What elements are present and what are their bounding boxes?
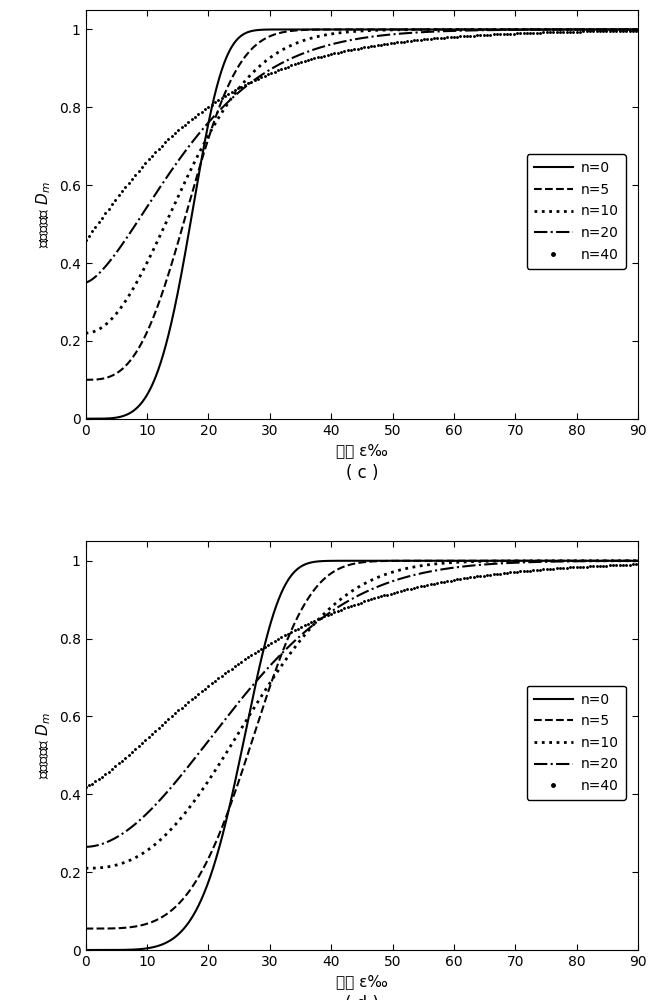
- Legend: n=0, n=5, n=10, n=20, n=40: n=0, n=5, n=10, n=20, n=40: [526, 154, 626, 269]
- X-axis label: 应变 ε‰: 应变 ε‰: [336, 974, 388, 989]
- Legend: n=0, n=5, n=10, n=20, n=40: n=0, n=5, n=10, n=20, n=40: [526, 686, 626, 800]
- Text: ( c ): ( c ): [345, 464, 378, 482]
- Y-axis label: 总损伤变量 $D_m$: 总损伤变量 $D_m$: [34, 712, 53, 779]
- Text: ( d ): ( d ): [345, 995, 379, 1000]
- Y-axis label: 总损伤变量 $D_m$: 总损伤变量 $D_m$: [34, 181, 53, 248]
- X-axis label: 应变 ε‰: 应变 ε‰: [336, 443, 388, 458]
